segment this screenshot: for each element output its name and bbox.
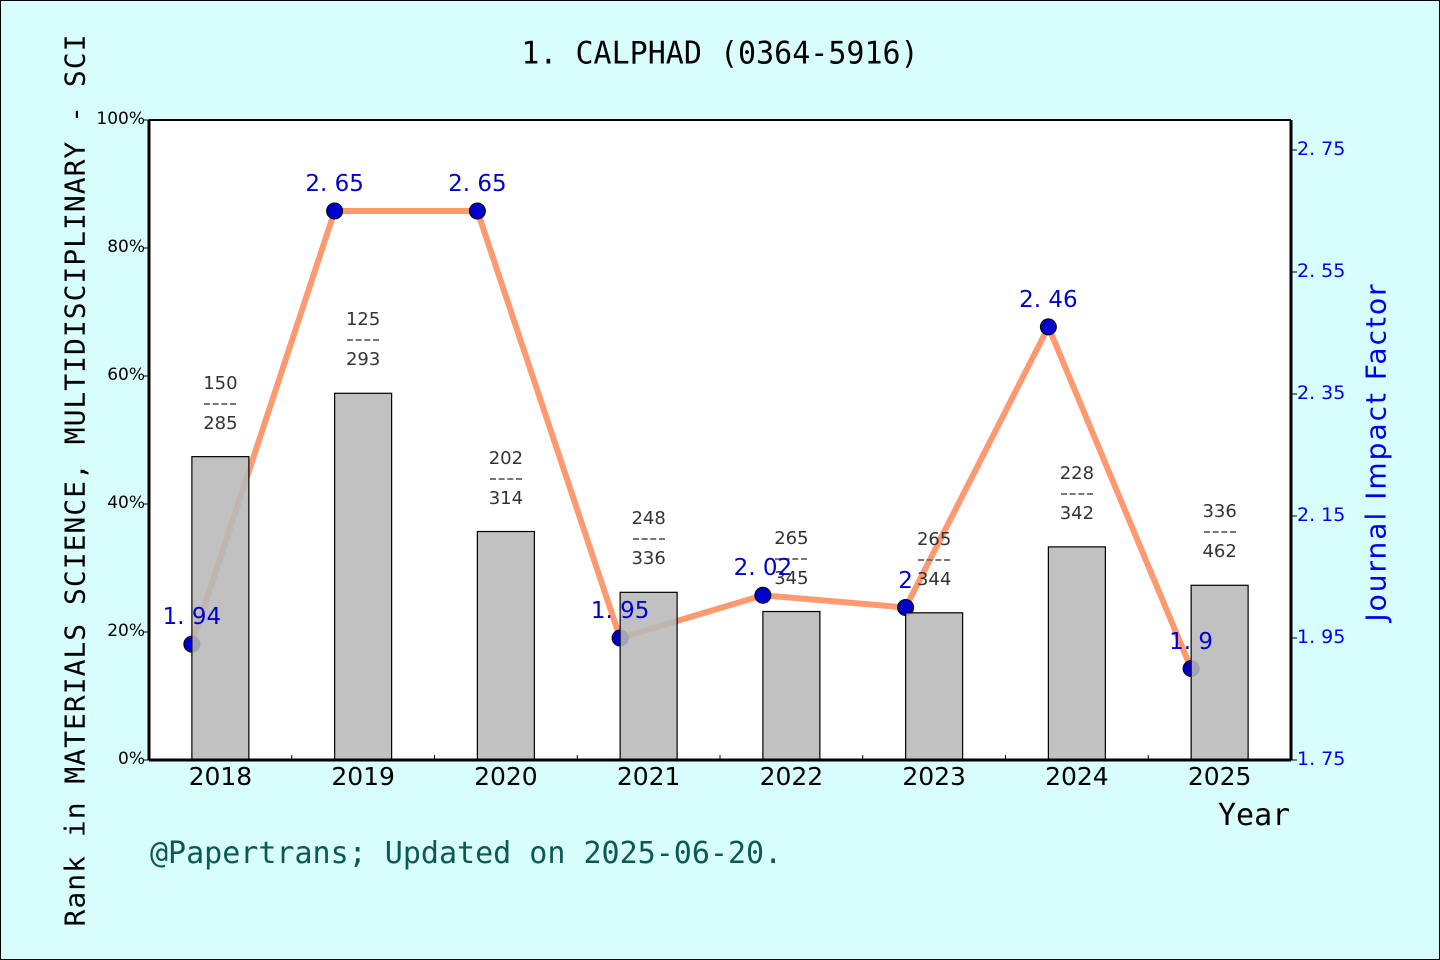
impact-factor-value-label: 2 <box>898 567 913 594</box>
plot-area <box>149 120 1291 760</box>
right-tick-label: 2. 15 <box>1297 504 1346 526</box>
year-tick-label: 2024 <box>1045 762 1109 791</box>
rank-fraction-label: 150 285 <box>203 372 238 434</box>
right-tick-label: 2. 75 <box>1297 138 1346 160</box>
year-tick-label: 2023 <box>902 762 966 791</box>
footer-credit: @Papertrans; Updated on 2025-06-20. <box>150 836 783 871</box>
left-tick-label: 60% <box>107 365 145 385</box>
rank-bar <box>905 612 964 761</box>
impact-factor-marker <box>1039 318 1057 336</box>
rank-bar <box>476 530 535 761</box>
x-axis-label: Year <box>1218 798 1291 833</box>
impact-factor-value-label: 1. 94 <box>162 604 222 631</box>
impact-factor-value-label: 2. 46 <box>1019 286 1078 313</box>
axes <box>144 119 1297 762</box>
year-tick-label: 2019 <box>331 762 395 791</box>
year-tick-label: 2022 <box>759 762 824 791</box>
right-tick-label: 2. 55 <box>1297 260 1346 282</box>
year-tick-label: 2018 <box>188 762 253 791</box>
right-tick-label: 1. 95 <box>1297 626 1346 648</box>
rank-fraction-label: 336 462 <box>1202 501 1237 563</box>
rank-fraction-label: 265 344 <box>916 528 952 590</box>
rank-fraction-label: 125 293 <box>345 309 381 371</box>
impact-factor-value-label: 1. 95 <box>590 598 650 624</box>
rank-bar <box>1190 584 1249 761</box>
year-tick-label: 2020 <box>474 762 538 791</box>
right-tick-label: 2. 35 <box>1297 382 1346 404</box>
rank-fraction-label: 265 345 <box>774 527 809 589</box>
rank-fraction-label: 248 336 <box>631 508 666 570</box>
impact-factor-marker <box>468 202 486 220</box>
impact-factor-marker <box>326 202 344 220</box>
left-tick-label: 0% <box>118 749 145 769</box>
rank-bars <box>191 392 1249 761</box>
impact-factor-value-label: 1. 9 <box>1169 628 1214 655</box>
rank-bar <box>1047 546 1106 761</box>
left-tick-label: 80% <box>107 237 145 257</box>
rank-fraction-label: 228 342 <box>1059 462 1095 524</box>
year-tick-label: 2025 <box>1187 762 1252 791</box>
rank-fraction-label: 202 314 <box>488 447 524 509</box>
left-tick-label: 20% <box>107 621 145 641</box>
right-tick-label: 1. 75 <box>1297 748 1346 770</box>
left-tick-label: 100% <box>96 109 145 129</box>
impact-factor-polyline <box>189 208 1194 670</box>
year-tick-label: 2021 <box>616 762 681 791</box>
rank-bar <box>762 610 821 761</box>
impact-factor-marker <box>754 586 772 604</box>
chart-title: 1. CALPHAD (0364-5916) <box>521 35 919 72</box>
impact-factor-value-label: 2. 65 <box>305 171 364 197</box>
rank-bar <box>619 591 678 761</box>
left-tick-label: 40% <box>107 493 145 513</box>
impact-factor-value-label: 2. 02 <box>733 555 793 582</box>
rank-bar <box>334 392 393 761</box>
impact-factor-value-label: 2. 65 <box>448 171 507 197</box>
